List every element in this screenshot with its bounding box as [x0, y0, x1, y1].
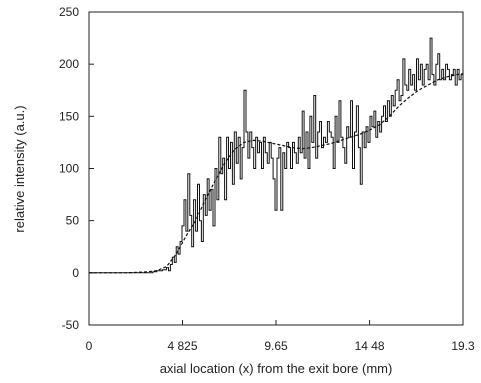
x-axis-title: axial location (x) from the exit bore (m… [160, 361, 393, 376]
y-axis-title: relative intensity (a.u.) [12, 105, 27, 232]
series-layer [89, 37, 464, 274]
x-tick-label: 4 825 [167, 339, 197, 353]
y-tick-label: -50 [62, 318, 80, 332]
x-tick-label: 0 [86, 339, 93, 353]
x-tick-label: 14 48 [355, 339, 385, 353]
series-measured-line [89, 37, 464, 274]
y-tick-label: 150 [59, 109, 79, 123]
y-tick-label: 0 [72, 266, 79, 280]
plot-frame [88, 11, 464, 326]
y-tick-label: 100 [59, 162, 79, 176]
x-tick-label: 19.3 [451, 339, 475, 353]
x-axis: 0 4 825 9.65 14 48 19.3 [86, 320, 475, 353]
series-fit-dashed-line [89, 73, 464, 274]
y-tick-label: 250 [59, 5, 79, 19]
x-tick-label: 9.65 [264, 339, 288, 353]
y-tick-label: 50 [66, 214, 80, 228]
y-tick-label: 200 [59, 57, 79, 71]
y-axis: -50 0 50 100 150 200 250 [59, 5, 94, 332]
